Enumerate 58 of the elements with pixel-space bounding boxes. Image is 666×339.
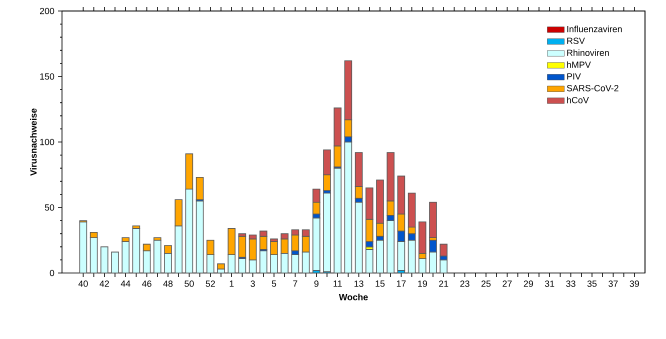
x-tick-label: 17 (396, 280, 406, 287)
bar (354, 202, 363, 274)
x-tick-label: 50 (184, 280, 194, 287)
bar (132, 228, 140, 274)
bar (111, 252, 119, 274)
x-tick-label: 40 (78, 280, 88, 287)
bar (429, 202, 437, 238)
legend-label: SARS-CoV-2 (566, 84, 618, 92)
bar (366, 249, 374, 274)
bar (122, 241, 130, 274)
bar (312, 218, 320, 271)
y-axis-title: Virusnachweise (30, 108, 37, 176)
x-tick-label: 44 (120, 280, 130, 287)
x-tick-label: 46 (142, 280, 152, 287)
bar (100, 246, 108, 274)
legend-label: Influenzaviren (567, 26, 622, 32)
legend-label: RSV (567, 38, 585, 44)
legend-label: hMPV (567, 61, 591, 68)
x-tick-label: 1 (230, 280, 234, 287)
x-tick-label: 9 (314, 280, 318, 287)
x-tick-label: 37 (608, 280, 618, 287)
x-tick-label: 39 (630, 280, 639, 287)
x-tick-label: 25 (481, 280, 491, 287)
x-tick-label: 27 (502, 280, 512, 287)
bar (440, 260, 448, 274)
bar (440, 244, 448, 256)
x-axis-title: Woche (338, 294, 368, 300)
x-tick-label: 15 (376, 280, 385, 287)
x-tick-label: 13 (354, 280, 364, 287)
bar (386, 220, 394, 274)
x-tick-label: 52 (206, 280, 215, 287)
bar (376, 240, 384, 274)
y-tick-label: 150 (40, 73, 54, 80)
x-tick-label: 31 (544, 280, 554, 287)
x-tick-label: 48 (163, 280, 173, 287)
legend-label: hCoV (567, 96, 589, 104)
legend-label: Rhinoviren (567, 49, 609, 56)
x-tick-label: 23 (460, 280, 470, 287)
x-tick-label: 5 (272, 280, 276, 287)
x-tick-label: 3 (250, 280, 255, 287)
bar (323, 192, 331, 272)
x-tick-label: 29 (524, 280, 533, 287)
x-tick-label: 7 (293, 280, 298, 287)
y-tick-label: 0 (50, 270, 54, 276)
x-tick-label: 19 (418, 280, 427, 287)
x-tick-label: 33 (566, 280, 576, 287)
bar (79, 222, 88, 274)
bar (217, 263, 225, 270)
x-tick-label: 21 (439, 280, 448, 287)
bar (154, 240, 162, 274)
x-tick-label: 42 (100, 280, 109, 287)
bar (291, 254, 300, 274)
x-tick-label: 35 (587, 280, 597, 287)
x-tick-label: 11 (334, 280, 342, 287)
y-tick-label: 50 (44, 204, 54, 211)
y-tick-label: 100 (40, 138, 54, 146)
y-tick-label: 200 (40, 8, 54, 14)
legend-label: PIV (567, 73, 581, 80)
